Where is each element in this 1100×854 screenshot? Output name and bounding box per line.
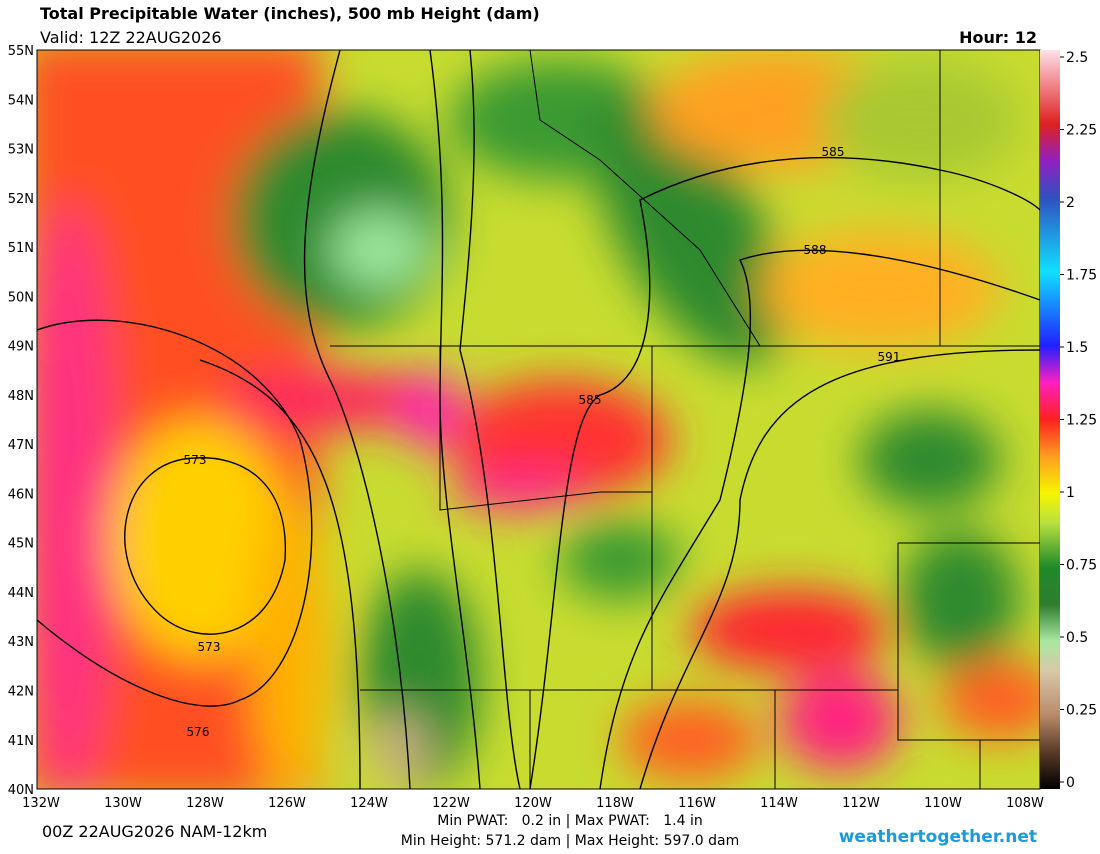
contour-label: 573 (198, 640, 221, 654)
colorbar-label: 0.5 (1066, 630, 1088, 646)
contour-label: 588 (804, 243, 827, 257)
lat-label: 40N (8, 783, 34, 798)
lat-label: 49N (8, 340, 34, 355)
lat-label: 42N (8, 685, 34, 700)
lon-label: 114W (760, 796, 798, 811)
valid-time: Valid: 12Z 22AUG2026 (40, 28, 222, 47)
colorbar-label: 0.75 (1066, 558, 1097, 574)
colorbar-label: 1.25 (1066, 413, 1097, 429)
lon-label: 120W (514, 796, 552, 811)
lon-label: 118W (596, 796, 634, 811)
pwat-field (37, 50, 1040, 789)
lat-label: 55N (8, 44, 34, 59)
lat-label: 41N (8, 734, 34, 749)
contour-label: 591 (878, 350, 901, 364)
contour-label: 585 (822, 145, 845, 159)
lat-label: 46N (8, 487, 34, 502)
forecast-hour: Hour: 12 (959, 28, 1037, 47)
lon-label: 112W (842, 796, 880, 811)
colorbar (1040, 50, 1060, 789)
lat-label: 43N (8, 635, 34, 650)
lon-label: 126W (268, 796, 306, 811)
site-link[interactable]: weathertogether.net (839, 827, 1037, 847)
lat-label: 48N (8, 389, 34, 404)
lon-label: 130W (104, 796, 142, 811)
colorbar-label: 1.75 (1066, 268, 1097, 284)
model-run: 00Z 22AUG2026 NAM-12km (42, 822, 267, 841)
lon-label: 116W (678, 796, 716, 811)
lon-label: 122W (432, 796, 470, 811)
colorbar-label: 2.5 (1066, 50, 1088, 66)
height-contours (37, 50, 1040, 789)
lon-label: 124W (350, 796, 388, 811)
lat-label: 52N (8, 192, 34, 207)
lat-label: 45N (8, 537, 34, 552)
colorbar-label: 2 (1066, 195, 1075, 211)
contour-label: 585 (579, 393, 602, 407)
height-stats: Min Height: 571.2 dam | Max Height: 597.… (401, 833, 739, 849)
lon-label: 108W (1006, 796, 1044, 811)
colorbar-label: 0.25 (1066, 703, 1097, 719)
title: Total Precipitable Water (inches), 500 m… (40, 4, 540, 23)
colorbar-label: 1.5 (1066, 340, 1088, 356)
lon-label: 132W (22, 796, 60, 811)
lat-label: 47N (8, 438, 34, 453)
lat-label: 44N (8, 586, 34, 601)
lat-label: 51N (8, 241, 34, 256)
lat-label: 53N (8, 143, 34, 158)
pwat-stats: Min PWAT: 0.2 in | Max PWAT: 1.4 in (437, 813, 702, 829)
lat-label: 54N (8, 93, 34, 108)
lat-label: 50N (8, 290, 34, 305)
colorbar-label: 2.25 (1066, 123, 1097, 139)
lon-label: 110W (924, 796, 962, 811)
contour-label: 573 (184, 453, 207, 467)
colorbar-label: 1 (1066, 485, 1075, 501)
lon-label: 128W (186, 796, 224, 811)
colorbar-label: 0 (1066, 775, 1075, 791)
borders (330, 50, 1040, 789)
contour-label: 576 (187, 725, 210, 739)
